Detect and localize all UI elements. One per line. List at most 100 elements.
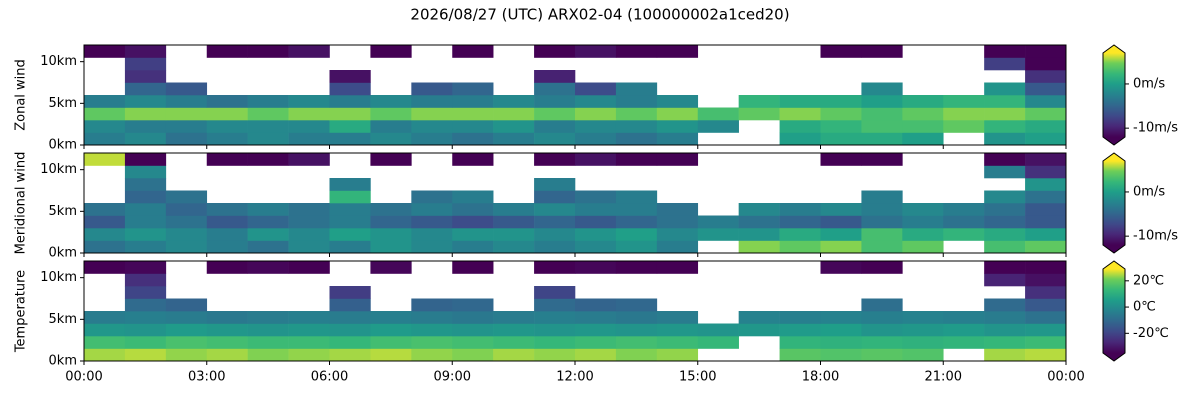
heat-cell <box>1025 203 1067 216</box>
heat-cell <box>206 132 248 146</box>
heat-cell <box>902 336 944 349</box>
heat-cell <box>165 95 208 108</box>
heat-cell <box>124 203 167 216</box>
heat-cell <box>452 298 494 312</box>
heat-cell <box>902 228 944 241</box>
heat-cell <box>656 120 699 133</box>
heat-cell <box>165 348 208 362</box>
heat-cell <box>861 120 903 133</box>
heat-cell <box>1025 57 1067 71</box>
heat-cell <box>902 203 944 216</box>
heat-cell <box>575 107 617 121</box>
heat-cell <box>534 348 576 362</box>
heat-cell <box>329 323 371 337</box>
heat-cell <box>452 132 494 146</box>
heat-cell <box>779 203 821 216</box>
heat-cell <box>288 120 330 133</box>
heat-cell <box>779 120 821 133</box>
heat-cell <box>165 311 208 324</box>
heat-cell <box>615 348 658 362</box>
heat-cell <box>656 45 699 58</box>
heat-cell <box>1025 215 1067 229</box>
heat-cell <box>902 311 944 324</box>
y-tick-label: 10km <box>40 162 77 177</box>
heat-cell <box>534 228 576 241</box>
heat-cell <box>902 95 944 108</box>
heat-cell <box>288 261 330 274</box>
heat-cell <box>861 107 903 121</box>
heat-cell <box>656 132 699 146</box>
heat-cell <box>697 107 739 121</box>
heat-cell <box>452 311 494 324</box>
heat-cell <box>534 190 576 204</box>
heat-cell <box>288 240 330 254</box>
heat-cell <box>534 336 576 349</box>
x-tick-label: 12:00 <box>556 370 593 385</box>
heat-cell <box>861 203 903 216</box>
heat-cell <box>534 107 576 121</box>
heat-cell <box>984 298 1026 312</box>
heat-cell <box>820 153 862 166</box>
heat-cell <box>861 298 903 312</box>
heat-cell <box>84 132 126 146</box>
colorbar-extend-min <box>1103 137 1125 145</box>
heat-cell <box>575 153 617 166</box>
heat-cell <box>738 240 780 254</box>
heat-cell <box>329 107 371 121</box>
heat-cell <box>411 298 453 312</box>
heat-cell <box>1025 190 1067 204</box>
heat-cell <box>165 215 208 229</box>
colorbar-extend-min <box>1103 245 1125 253</box>
heat-cell <box>615 95 658 108</box>
heat-cell <box>861 311 903 324</box>
heat-cell <box>124 82 167 96</box>
heat-cell <box>984 95 1026 108</box>
heat-cell <box>411 311 453 324</box>
heat-cell <box>534 70 576 83</box>
heat-cell <box>165 240 208 254</box>
heat-cell <box>452 215 494 229</box>
heat-cell <box>575 132 617 146</box>
colorbar <box>1103 269 1125 353</box>
y-tick-label: 5km <box>49 312 77 327</box>
heat-cell <box>656 107 699 121</box>
heat-cell <box>943 311 985 324</box>
heat-cell <box>206 240 248 254</box>
heat-cell <box>820 95 862 108</box>
heat-cell <box>615 107 658 121</box>
heat-cell <box>820 203 862 216</box>
heat-cell <box>1025 45 1067 58</box>
heat-cell <box>820 261 862 274</box>
heat-cell <box>124 165 167 179</box>
heat-cell <box>329 82 371 96</box>
heat-cell <box>84 153 126 166</box>
heat-cell <box>165 203 208 216</box>
heat-cell <box>493 132 535 146</box>
heat-cell <box>1025 336 1067 349</box>
heat-cell <box>779 132 821 146</box>
heat-cell <box>1025 165 1067 179</box>
heat-cell <box>247 45 289 58</box>
heat-cell <box>861 348 903 362</box>
heat-cell <box>329 203 371 216</box>
heat-cell <box>575 261 617 274</box>
heat-cell <box>329 178 371 191</box>
heat-cell <box>493 120 535 133</box>
heat-cell <box>124 336 167 349</box>
heat-cell <box>329 286 371 299</box>
heat-cell <box>943 215 985 229</box>
heat-cell <box>247 95 289 108</box>
heat-cell <box>84 240 126 254</box>
heat-cell <box>575 336 617 349</box>
heat-cell <box>329 298 371 312</box>
heat-cell <box>411 228 453 241</box>
heat-cell <box>411 336 453 349</box>
heat-cell <box>1025 261 1067 274</box>
heat-cell <box>206 215 248 229</box>
heat-cell <box>370 240 412 254</box>
heat-cell <box>206 336 248 349</box>
heat-cell <box>1025 323 1067 337</box>
heat-cell <box>124 70 167 83</box>
heat-cell <box>206 323 248 337</box>
heat-cell <box>124 348 167 362</box>
